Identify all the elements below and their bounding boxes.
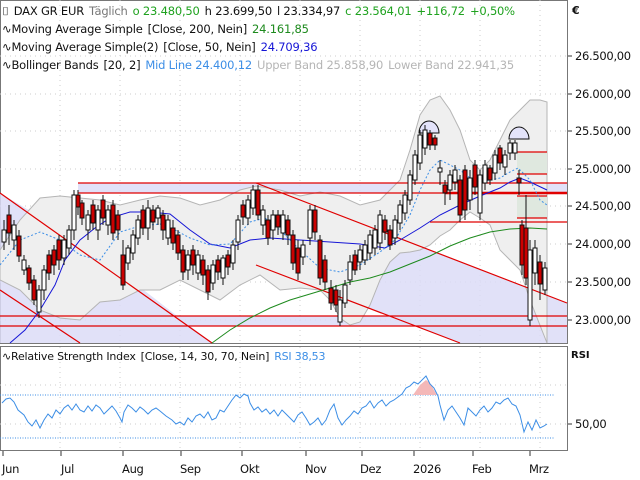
instrument-name: DAX GR EUR xyxy=(13,4,84,18)
sma50-line xyxy=(9,177,548,344)
rsi-axis-unit: RSI xyxy=(571,350,590,361)
price-tick: 26.000,00 xyxy=(575,87,631,101)
indicator-wave-icon: ∿ xyxy=(2,350,12,363)
legend-bollinger[interactable]: ∿Bollinger Bands [20, 2] Mid Line 24.400,1… xyxy=(2,58,514,72)
high-value: h 23.699,50 xyxy=(204,4,272,18)
change-value: +116,72 xyxy=(416,4,465,18)
price-tick: 24.000,00 xyxy=(575,237,631,251)
rsi-line xyxy=(1,375,548,434)
ohlc-icon: ⌷ xyxy=(2,4,9,18)
x-tick: Dez xyxy=(360,462,382,476)
price-tick: 25.500,00 xyxy=(575,124,631,138)
open-value: o 23.480,50 xyxy=(132,4,200,18)
price-tick: 25.000,00 xyxy=(575,162,631,176)
x-tick: 2026 xyxy=(413,462,442,476)
indicator-wave-icon: ∿ xyxy=(2,40,12,54)
price-tick: 23.000,00 xyxy=(575,313,631,327)
x-tick: Aug xyxy=(122,462,144,476)
price-tick: 23.500,00 xyxy=(575,275,631,289)
x-tick: Jun xyxy=(2,462,20,476)
indicator-wave-icon: ∿ xyxy=(2,22,12,36)
x-tick: Feb xyxy=(472,462,492,476)
x-tick: Okt xyxy=(240,462,260,476)
sma200-line xyxy=(211,227,548,344)
legend-rsi[interactable]: ∿Relative Strength Index [Close, 14, 30, … xyxy=(2,350,326,363)
x-tick: Nov xyxy=(305,462,327,476)
legend-sma50[interactable]: ∿Moving Average Simple(2) [Close, 50, Nei… xyxy=(2,40,318,54)
rsi-tick: 50,00 xyxy=(575,417,607,431)
candlesticks xyxy=(1,125,548,326)
change-pct: +0,50% xyxy=(469,4,515,18)
x-tick: Sep xyxy=(180,462,201,476)
indicator-wave-icon: ∿ xyxy=(2,58,12,72)
currency-unit: € xyxy=(572,4,580,17)
x-tick: Mrz xyxy=(529,462,549,476)
legend-sma200[interactable]: ∿Moving Average Simple [Close, 200, Nein]… xyxy=(2,22,309,36)
price-tick: 24.500,00 xyxy=(575,199,631,213)
low-value: l 23.334,97 xyxy=(276,4,341,18)
x-tick: Jul xyxy=(61,462,74,476)
close-value: c 23.564,01 xyxy=(345,4,412,18)
price-tick: 26.500,00 xyxy=(575,49,631,63)
header-legend: ⌷ DAX GR EUR Täglich o 23.480,50 h 23.699,50… xyxy=(2,2,520,20)
interval: Täglich xyxy=(89,4,128,18)
